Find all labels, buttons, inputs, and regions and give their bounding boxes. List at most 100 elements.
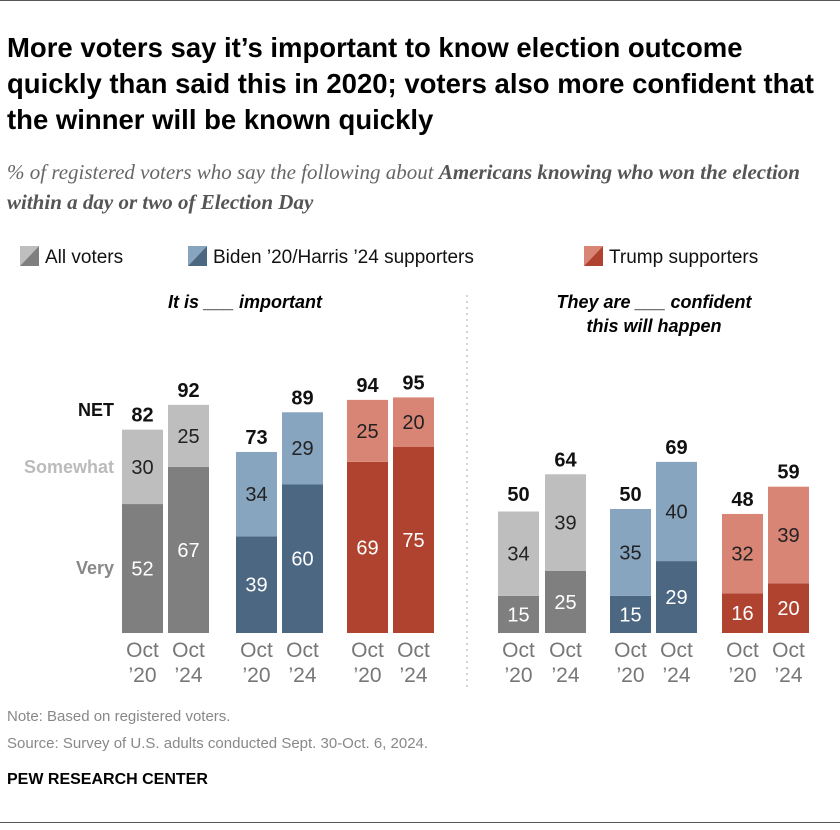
- x-tick-label: ’20: [504, 664, 532, 687]
- label-somewhat: 25: [177, 426, 199, 448]
- bar-somewhat: [236, 451, 277, 537]
- label-net: 59: [777, 462, 799, 484]
- x-tick-label: Oct: [614, 639, 647, 662]
- bar-very: [545, 571, 586, 633]
- x-tick-label: ’24: [174, 664, 202, 687]
- label-somewhat: 34: [245, 484, 267, 506]
- bar-somewhat: [347, 399, 388, 462]
- label-net: 89: [291, 387, 313, 409]
- label-very: 69: [356, 537, 378, 559]
- label-net: 69: [665, 437, 687, 459]
- row-label-net: NET: [78, 400, 114, 420]
- bar-somewhat: [545, 474, 586, 571]
- bar-very: [610, 595, 651, 633]
- bar-somewhat: [168, 404, 209, 467]
- legend-label: All voters: [45, 247, 123, 268]
- x-tick-label: ’20: [616, 664, 644, 687]
- label-somewhat: 39: [777, 525, 799, 547]
- bar-very: [722, 593, 763, 633]
- x-tick-label: Oct: [549, 639, 582, 662]
- panel-title: They are ___ confident: [556, 292, 752, 312]
- label-somewhat: 30: [131, 457, 153, 479]
- x-tick-label: Oct: [660, 639, 693, 662]
- label-somewhat: 35: [619, 542, 641, 564]
- bar-somewhat: [122, 429, 163, 505]
- label-somewhat: 34: [507, 544, 529, 566]
- label-very: 39: [245, 575, 267, 597]
- label-net: 50: [507, 484, 529, 506]
- bar-somewhat: [722, 513, 763, 594]
- label-somewhat: 20: [402, 412, 424, 434]
- label-somewhat: 39: [554, 513, 576, 535]
- x-tick-label: ’20: [128, 664, 156, 687]
- bar-somewhat: [768, 486, 809, 584]
- x-tick-label: ’24: [288, 664, 316, 687]
- bottom-rule: [0, 822, 840, 823]
- x-tick-label: ’24: [774, 664, 802, 687]
- label-very: 16: [731, 603, 753, 625]
- label-net: 94: [356, 375, 379, 397]
- label-very: 20: [777, 598, 799, 620]
- bar-very: [168, 466, 209, 633]
- bar-very: [498, 595, 539, 633]
- label-somewhat: 25: [356, 421, 378, 443]
- label-net: 95: [402, 372, 424, 394]
- label-net: 92: [177, 380, 199, 402]
- bar-somewhat: [282, 412, 323, 485]
- x-tick-label: Oct: [286, 639, 319, 662]
- label-very: 75: [402, 530, 424, 552]
- legend-swatch-dark: [188, 246, 207, 266]
- label-very: 15: [507, 604, 529, 626]
- bar-very: [122, 504, 163, 633]
- x-tick-label: ’20: [353, 664, 381, 687]
- legend-swatch-dark: [20, 246, 39, 266]
- x-tick-label: ’20: [728, 664, 756, 687]
- label-very: 52: [131, 559, 153, 581]
- x-tick-label: Oct: [726, 639, 759, 662]
- chart-subtitle: % of registered voters who say the follo…: [7, 157, 827, 217]
- label-somewhat: 29: [291, 438, 313, 460]
- bar-very: [282, 484, 323, 633]
- x-tick-label: ’24: [399, 664, 427, 687]
- x-tick-label: Oct: [397, 639, 430, 662]
- bar-very: [347, 461, 388, 633]
- subtitle-text: % of registered voters who say the follo…: [7, 160, 439, 184]
- x-tick-label: Oct: [240, 639, 273, 662]
- brand: PEW RESEARCH CENTER: [7, 771, 208, 788]
- x-tick-label: Oct: [772, 639, 805, 662]
- bar-somewhat: [393, 397, 434, 447]
- bar-somewhat: [656, 461, 697, 562]
- subtitle-emphasis: Americans knowing who won the election w…: [7, 160, 800, 214]
- note: Note: Based on registered voters.: [7, 708, 231, 725]
- label-very: 15: [619, 604, 641, 626]
- label-net: 73: [245, 427, 267, 449]
- label-very: 29: [665, 587, 687, 609]
- x-tick-label: Oct: [172, 639, 205, 662]
- bar-somewhat: [610, 509, 651, 596]
- x-tick-label: Oct: [351, 639, 384, 662]
- x-tick-label: ’24: [662, 664, 690, 687]
- x-tick-label: Oct: [502, 639, 535, 662]
- legend-label: Biden ’20/Harris ’24 supporters: [213, 247, 474, 268]
- label-net: 50: [619, 484, 641, 506]
- bar-very: [768, 583, 809, 633]
- label-net: 82: [131, 405, 153, 427]
- label-somewhat: 32: [731, 544, 753, 566]
- label-somewhat: 40: [665, 501, 687, 523]
- bar-somewhat: [498, 511, 539, 596]
- label-very: 67: [177, 540, 199, 562]
- label-very: 25: [554, 592, 576, 614]
- x-tick-label: ’24: [551, 664, 579, 687]
- top-rule: [0, 0, 840, 1]
- panel-title: this will happen: [586, 316, 721, 336]
- label-net: 48: [731, 489, 753, 511]
- source: Source: Survey of U.S. adults conducted …: [7, 735, 429, 752]
- label-very: 60: [291, 549, 313, 571]
- label-net: 64: [554, 449, 577, 471]
- row-label-somewhat: Somewhat: [24, 457, 114, 477]
- legend-label: Trump supporters: [609, 247, 758, 268]
- legend-swatch-dark: [584, 246, 603, 266]
- bar-very: [393, 447, 434, 633]
